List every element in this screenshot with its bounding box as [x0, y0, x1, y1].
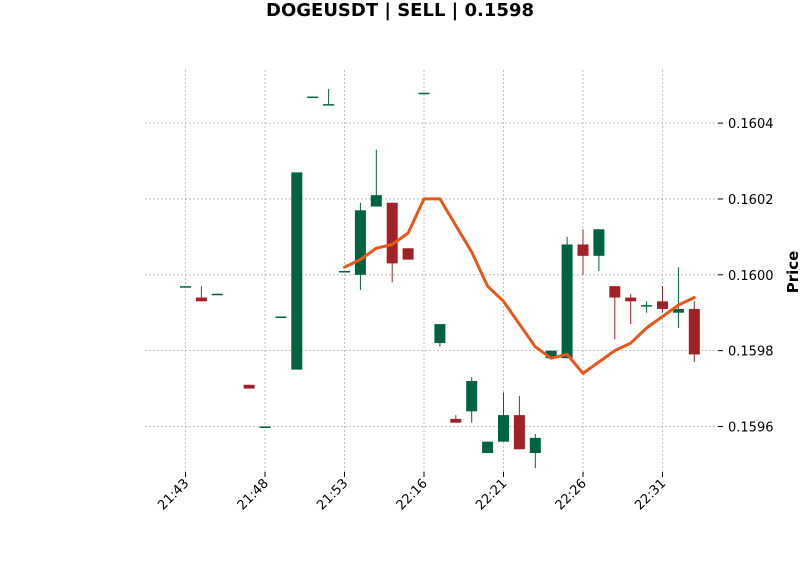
candle-bodies: [180, 92, 700, 454]
candle-body: [641, 305, 653, 307]
candle-body: [561, 244, 573, 359]
candle-body: [657, 301, 668, 309]
candle-body: [609, 286, 621, 298]
y-tick-label: 0.1596: [728, 420, 774, 435]
candle-body: [688, 308, 700, 355]
x-tick-label: 22:16: [394, 476, 431, 513]
x-gridlines: [185, 70, 663, 472]
x-tick-label: 21:43: [155, 476, 192, 513]
x-tick-label: 22:21: [473, 476, 510, 513]
x-tick-label: 22:31: [632, 476, 669, 513]
candle-body: [498, 415, 509, 442]
moving-average-line: [343, 197, 696, 375]
candle-body: [211, 293, 223, 296]
x-axis-ticks: 21:43 21:48 21:53 22:16 22:21 22:26 22:31: [155, 472, 669, 513]
candle-body: [195, 297, 207, 302]
candle-body: [577, 244, 589, 256]
candle-body: [386, 202, 398, 264]
y-tick-label: 0.1602: [728, 193, 774, 208]
candle-wicks: [200, 88, 695, 469]
y-tick-label: 0.1604: [728, 117, 774, 132]
candle-body: [259, 426, 271, 428]
candle-body: [180, 286, 191, 288]
chart-title: DOGEUSDT | SELL | 0.1598: [266, 0, 534, 21]
x-tick-label: 21:53: [314, 476, 351, 513]
candle-body: [672, 308, 684, 313]
candle-body: [370, 195, 382, 207]
candle-body: [450, 418, 462, 423]
candle-body: [593, 229, 605, 256]
candle-body: [434, 324, 446, 344]
x-tick-label: 21:48: [235, 476, 272, 513]
candle-body: [513, 415, 525, 450]
candle-body: [339, 271, 350, 273]
candle-body: [545, 350, 557, 359]
candle-body: [466, 380, 478, 412]
candle-body: [307, 96, 319, 99]
y-tick-label: 0.1598: [728, 345, 774, 360]
candle-body: [243, 384, 255, 389]
candle-body: [482, 441, 494, 454]
candle-body: [402, 248, 414, 260]
candle-body: [354, 210, 366, 275]
candle-body: [418, 92, 430, 95]
candle-body: [529, 437, 541, 454]
x-tick-label: 22:26: [553, 476, 590, 513]
y-tick-label: 0.1600: [728, 269, 774, 284]
y-gridlines: [145, 122, 718, 427]
candle-body: [275, 316, 287, 319]
candle-body: [625, 297, 637, 302]
candle-body: [291, 172, 303, 370]
y-axis-label: Price: [784, 251, 800, 294]
y-axis-ticks: 0.1596 0.1598 0.1600 0.1602 0.1604: [718, 117, 774, 435]
candle-body: [323, 104, 335, 106]
